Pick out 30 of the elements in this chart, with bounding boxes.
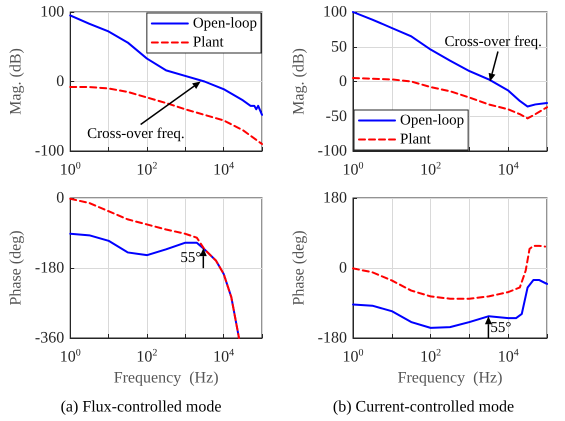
y-tick-label: 180	[323, 190, 347, 206]
annotation: Cross-over freq.	[444, 34, 542, 50]
y-axis-title: Phase (deg)	[8, 230, 24, 306]
legend-label: Open-loop	[192, 16, 258, 32]
y-tick-label: 0	[339, 73, 347, 90]
y-tick-label: -50	[326, 108, 347, 125]
y-tick-label: -100	[318, 142, 347, 160]
annotation: 55°	[490, 320, 512, 338]
legend-label: Plant	[400, 132, 432, 148]
y-tick-label: -180	[318, 330, 347, 346]
text: (b) Current-controlled mode	[332, 398, 514, 416]
y-tick-label: -100	[34, 142, 64, 160]
y-tick-label: -360	[34, 330, 64, 346]
x-axis-title: Frequency (Hz)	[114, 369, 219, 386]
annotation: 55°	[180, 250, 202, 268]
annotation: Cross-over freq.	[87, 126, 185, 142]
y-axis-title: Mag. (dB)	[8, 48, 24, 115]
y-tick-label: 100	[40, 4, 64, 20]
legend-label: Open-loop	[400, 112, 464, 128]
y-tick-label: 0	[56, 73, 64, 90]
text: (a) Flux-controlled mode	[60, 398, 222, 416]
x-axis-title: Frequency (Hz)	[398, 369, 502, 386]
y-tick-label: -180	[34, 260, 64, 276]
y-axis-title: Phase (deg)	[290, 230, 308, 306]
y-tick-label: 0	[56, 190, 64, 206]
legend-label: Plant	[192, 34, 225, 50]
y-axis-title: Mag. (dB)	[290, 48, 308, 115]
y-tick-label: 50	[331, 38, 347, 56]
y-tick-label: 0	[339, 260, 347, 276]
y-tick-label: 100	[323, 4, 347, 20]
